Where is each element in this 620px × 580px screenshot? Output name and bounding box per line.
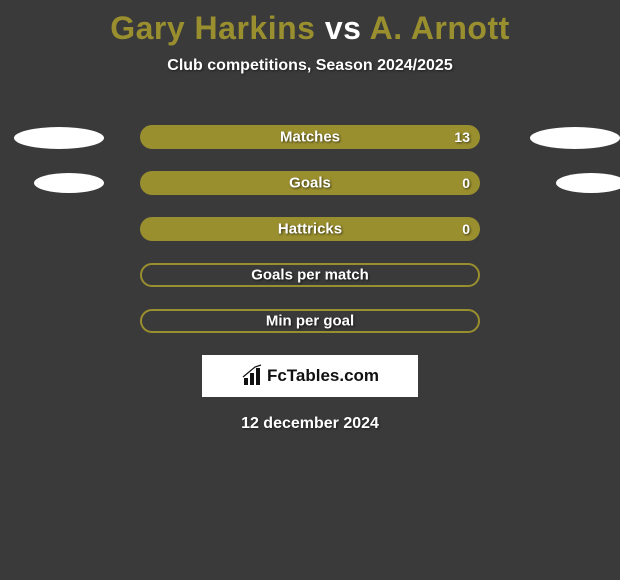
stat-row-goals: Goals 0	[140, 171, 480, 195]
stat-value-right: 0	[462, 221, 470, 237]
decorative-oval	[14, 127, 104, 149]
logo-box: FcTables.com	[202, 355, 418, 397]
stat-label: Goals	[289, 175, 331, 192]
comparison-title: Gary Harkins vs A. Arnott	[0, 0, 620, 47]
stat-label: Min per goal	[266, 313, 354, 330]
decorative-oval	[34, 173, 104, 193]
stat-label: Goals per match	[251, 267, 369, 284]
stat-row-hattricks: Hattricks 0	[140, 217, 480, 241]
date: 12 december 2024	[0, 415, 620, 433]
decorative-oval	[556, 173, 620, 193]
stat-label: Matches	[280, 129, 340, 146]
player2-name: A. Arnott	[370, 10, 510, 46]
stat-value-right: 13	[454, 129, 470, 145]
decorative-oval	[530, 127, 620, 149]
logo-text: FcTables.com	[267, 366, 379, 386]
vs-text: vs	[325, 10, 362, 46]
bar-chart-icon	[241, 364, 265, 388]
stat-value-right: 0	[462, 175, 470, 191]
stats-rows: Matches 13 Goals 0 Hattricks 0 Goals per…	[0, 125, 620, 333]
stat-label: Hattricks	[278, 221, 342, 238]
subtitle: Club competitions, Season 2024/2025	[0, 57, 620, 75]
stat-row-min-per-goal: Min per goal	[140, 309, 480, 333]
player1-name: Gary Harkins	[110, 10, 315, 46]
stat-row-matches: Matches 13	[140, 125, 480, 149]
stat-row-goals-per-match: Goals per match	[140, 263, 480, 287]
